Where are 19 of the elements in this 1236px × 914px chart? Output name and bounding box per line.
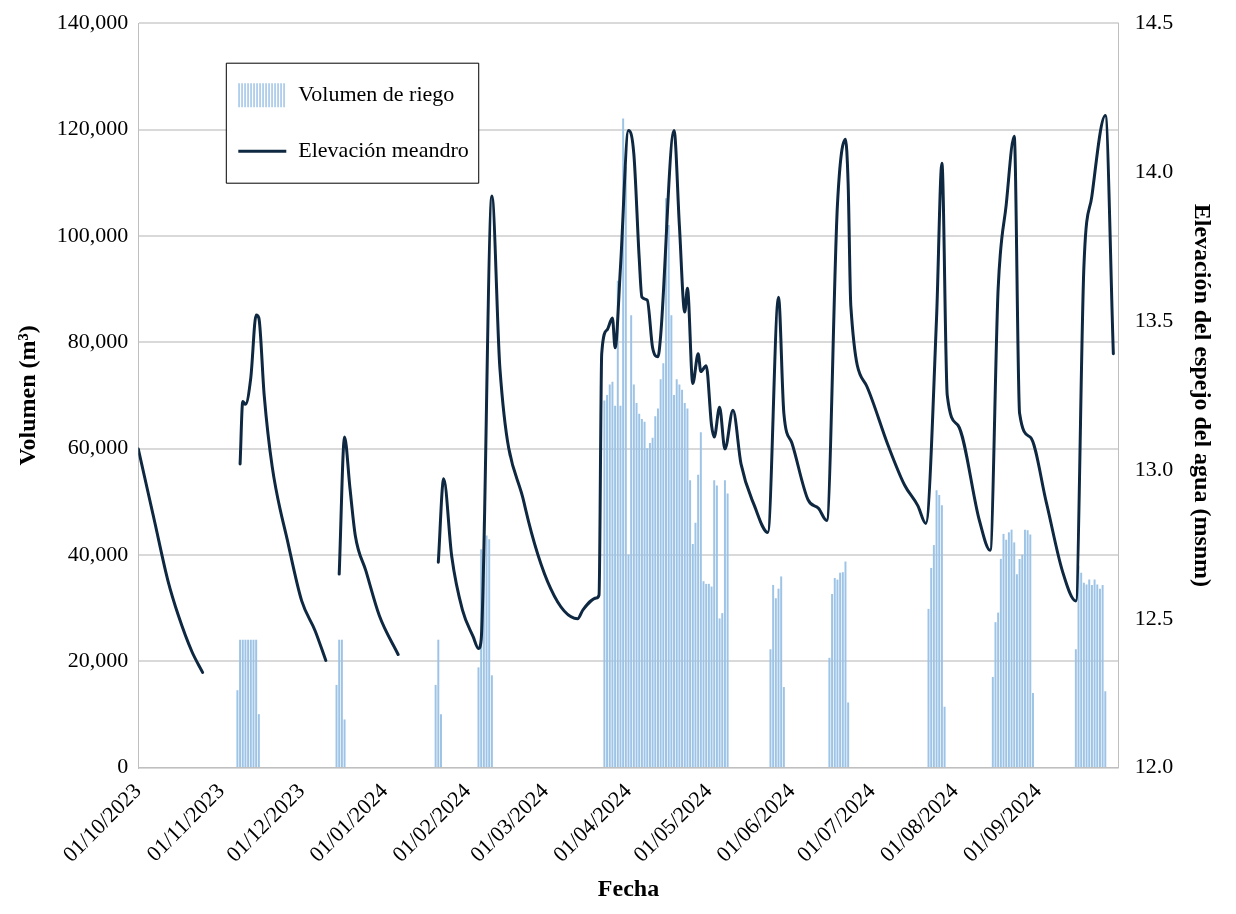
y-tick-label: 20,000 [67, 647, 129, 673]
y-tick-label: 140,000 [56, 8, 129, 34]
y-tick-label: 80,000 [67, 328, 129, 354]
y2-tick-label: 14.5 [1134, 8, 1174, 34]
y2-tick-label: 12.5 [1134, 604, 1174, 630]
y-tick-label: 0 [117, 753, 129, 779]
y-tick-label: 40,000 [67, 540, 129, 566]
y-axis-title: Volumen (m³) [13, 325, 40, 466]
y2-axis-title: Elevación del espejo del agua (msnm) [1190, 203, 1217, 588]
y2-tick-label: 14.0 [1134, 157, 1174, 183]
legend-label: Elevación meandro [298, 136, 469, 162]
y2-tick-label: 13.0 [1134, 455, 1174, 481]
legend-label: Volumen de riego [298, 80, 455, 106]
y-tick-label: 100,000 [56, 221, 129, 247]
x-axis-title: Fecha [597, 874, 660, 901]
y2-tick-label: 13.5 [1134, 306, 1174, 332]
y-tick-label: 60,000 [67, 434, 129, 460]
y-tick-label: 120,000 [56, 115, 129, 141]
y2-tick-label: 12.0 [1134, 753, 1174, 779]
